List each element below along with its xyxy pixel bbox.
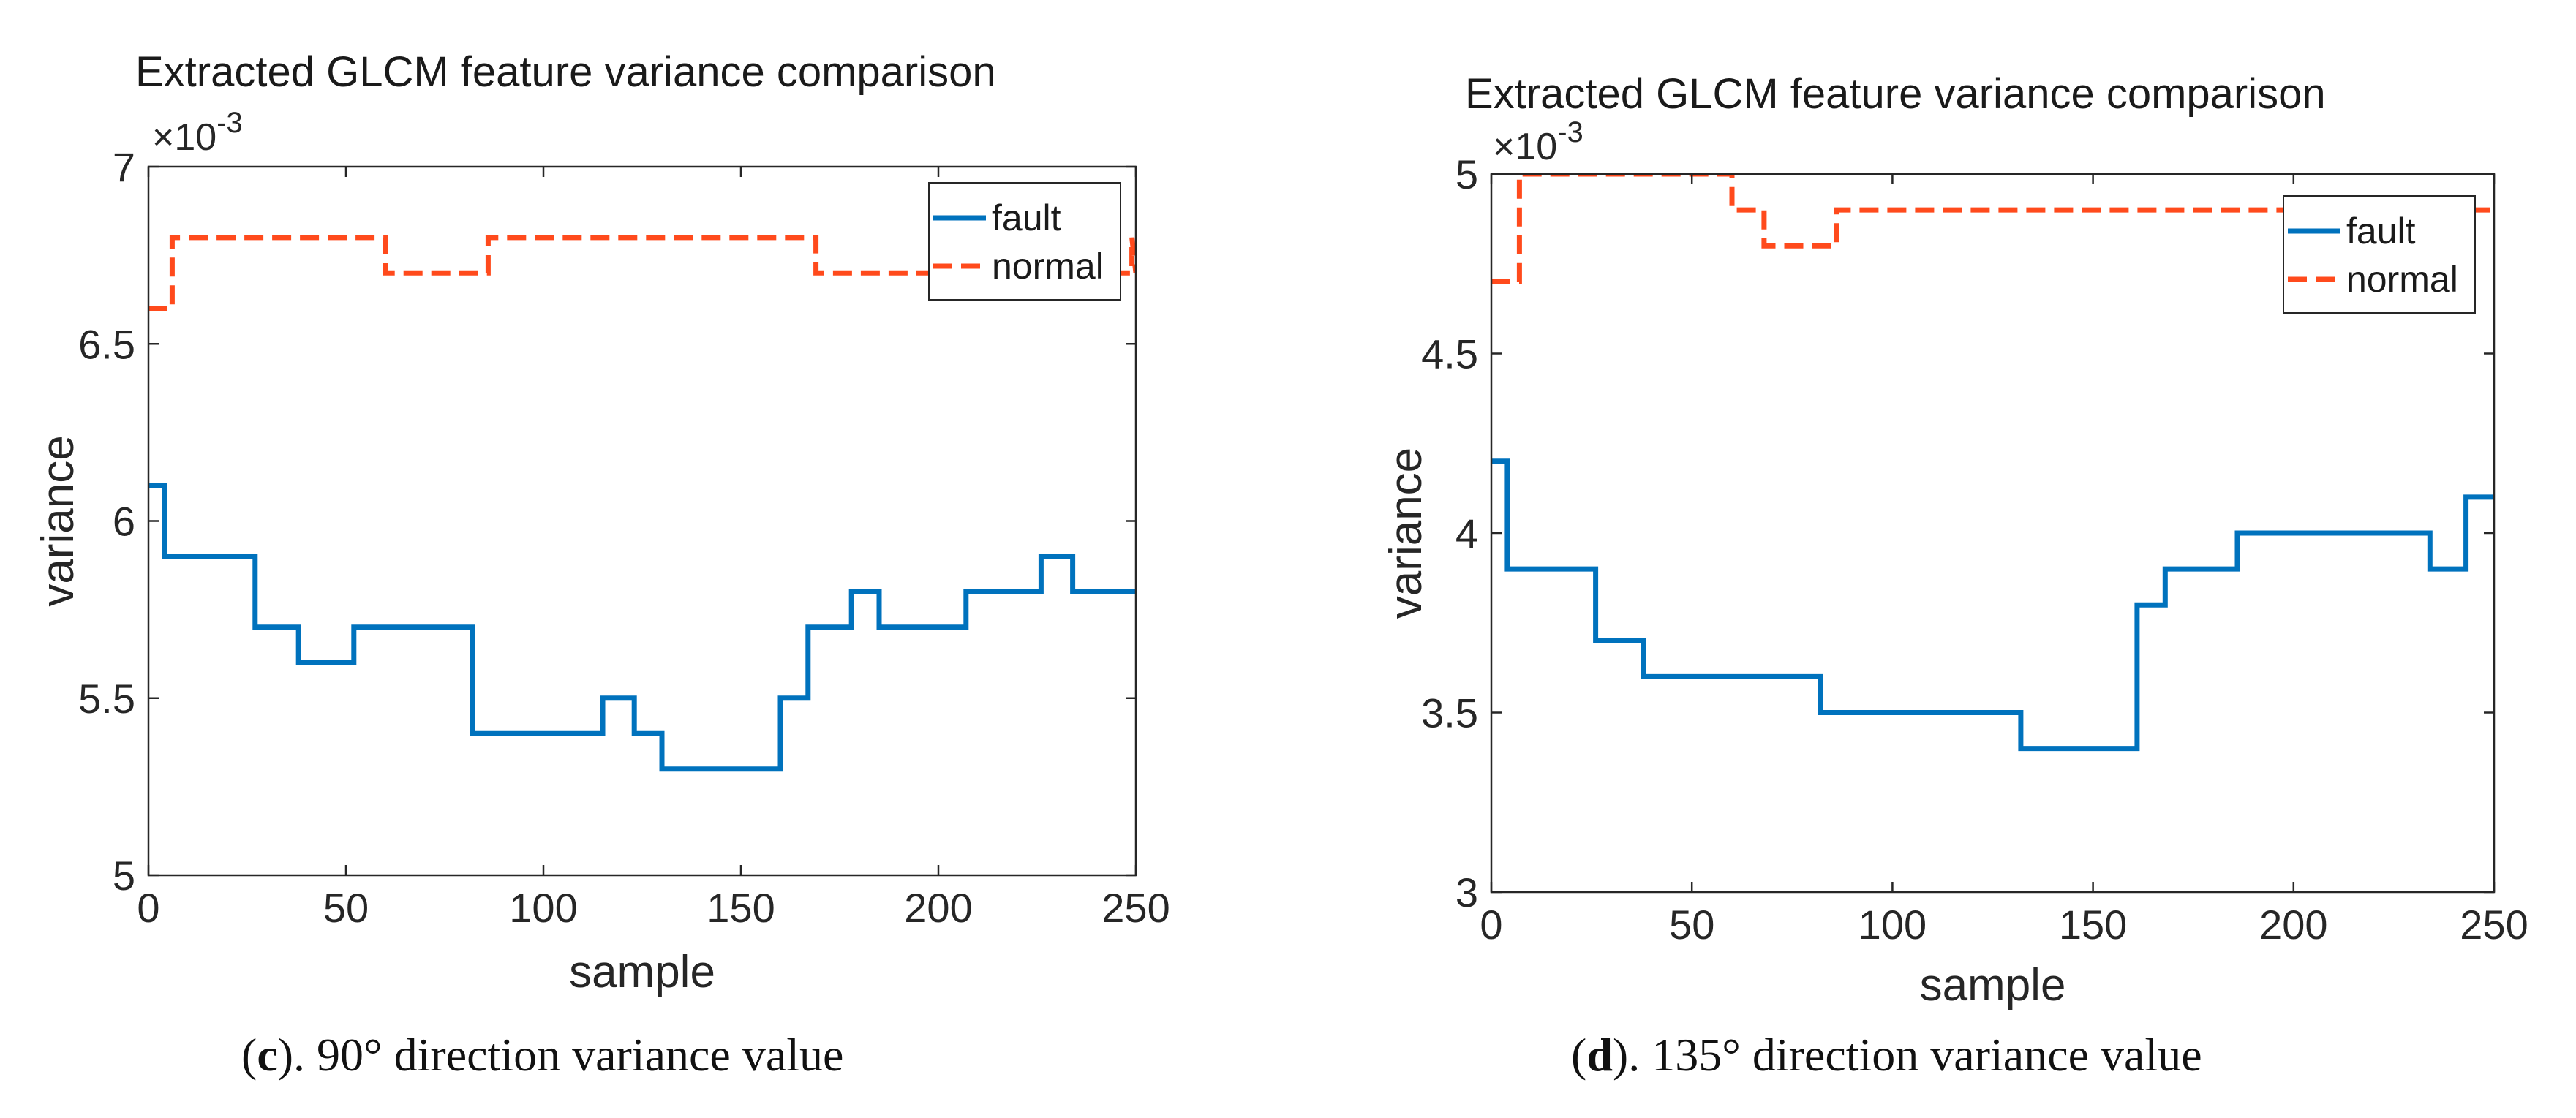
x-tick-label: 100 [1858,902,1927,948]
x-axis-label: sample [1920,960,2066,1011]
caption-paren-open: ( [241,1029,257,1081]
x-tick-label: 50 [1669,902,1714,948]
axis-multiplier-exponent: -3 [216,107,243,139]
axis-multiplier: ×10-3 [1493,116,1583,168]
legend-label-fault: fault [992,197,1061,238]
legend-label-normal: normal [2346,259,2458,300]
y-tick-label: 7 [113,144,135,190]
caption-label: c [257,1029,277,1081]
caption-text: . 135° direction variance value [1628,1029,2202,1081]
x-tick-label: 150 [707,885,775,931]
figure-caption: (c). 90° direction variance value [241,1029,843,1081]
caption-text: . 90° direction variance value [293,1029,843,1081]
y-tick-label: 5 [1455,151,1478,197]
legend: fault normal [2283,195,2476,314]
x-tick-label: 250 [2460,902,2528,948]
caption-label: d [1586,1029,1613,1081]
figure-caption: (d). 135° direction variance value [1571,1029,2202,1081]
series-line-fault [1491,458,2494,752]
axis-multiplier: ×10-3 [152,107,243,159]
chart-panel-1: Extracted GLCM feature variance comparis… [1381,70,2528,1081]
chart-panel-0: Extracted GLCM feature variance comparis… [33,48,1170,1081]
axis-multiplier-base: ×10 [1493,126,1557,168]
y-tick-label: 6 [113,499,135,545]
x-tick-label: 0 [1480,902,1502,948]
x-axis-label: sample [569,947,715,997]
caption-paren-close: ) [1613,1029,1628,1081]
y-tick-label: 5.5 [78,676,135,722]
x-tick-label: 200 [904,885,972,931]
y-tick-label: 6.5 [78,321,135,367]
chart-title: Extracted GLCM feature variance comparis… [135,48,996,96]
series-group [1491,174,2494,752]
x-tick-label: 200 [2259,902,2327,948]
legend-box [2283,195,2476,314]
caption-paren-close: ) [278,1029,293,1081]
series-group [148,235,1136,772]
y-tick-label: 4.5 [1421,331,1478,377]
y-tick-label: 3 [1455,869,1478,915]
y-tick-label: 4 [1455,510,1478,556]
axis-multiplier-base: ×10 [152,116,216,159]
y-axis-label: variance [1381,447,1431,619]
legend-label-fault: fault [2346,211,2416,252]
y-tick-label: 3.5 [1421,690,1478,736]
x-tick-label: 0 [137,885,159,931]
caption-paren-open: ( [1571,1029,1586,1081]
y-axis-label: variance [33,435,83,606]
x-tick-label: 250 [1101,885,1170,931]
axis-multiplier-exponent: -3 [1557,116,1583,148]
series-line-normal [1491,174,2494,284]
y-tick-label: 5 [113,853,135,899]
x-tick-label: 100 [509,885,577,931]
chart-title: Extracted GLCM feature variance comparis… [1465,70,2326,118]
legend-label-normal: normal [992,246,1104,287]
x-tick-label: 150 [2059,902,2127,948]
series-line-fault [148,483,1136,772]
x-tick-label: 50 [323,885,369,931]
legend: fault normal [928,182,1121,301]
series-line-normal [148,235,1136,311]
legend-box [928,182,1121,301]
